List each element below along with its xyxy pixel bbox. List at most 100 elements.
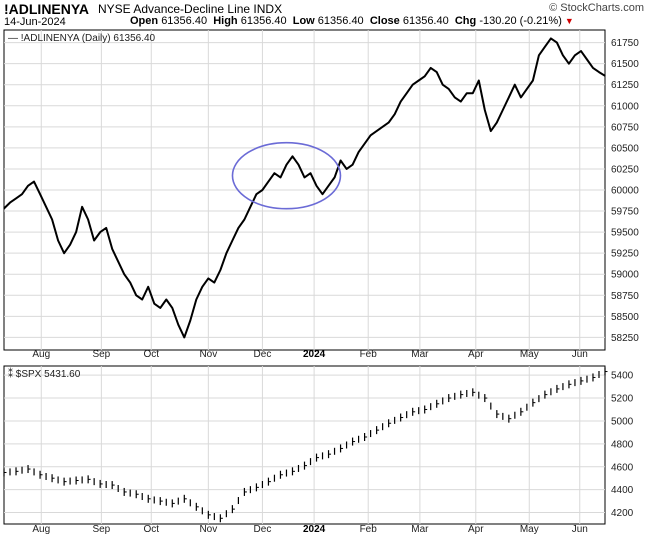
- data-point: [27, 185, 29, 187]
- data-point: [580, 50, 582, 52]
- data-point: [412, 84, 414, 86]
- data-point: [183, 336, 185, 338]
- y-tick-label: 60000: [611, 186, 639, 197]
- x-tick-label: Oct: [143, 524, 159, 535]
- chg-value: -130.20 (-0.21%): [479, 15, 562, 27]
- x-tick-label: 2024: [303, 524, 326, 535]
- data-point: [195, 298, 197, 301]
- data-point: [508, 96, 510, 98]
- data-point: [370, 134, 372, 136]
- low-value: 61356.40: [317, 15, 364, 27]
- data-point: [526, 88, 528, 90]
- data-point: [3, 207, 5, 210]
- x-tick-label: Dec: [254, 524, 272, 535]
- x-tick-label: Dec: [254, 349, 272, 360]
- series-legend: ⁑ $SPX 5431.60: [8, 368, 81, 380]
- chart-date: 14-Jun-2024: [4, 16, 66, 28]
- x-tick-label: Apr: [468, 349, 484, 360]
- data-point: [406, 92, 408, 94]
- y-tick-label: 5000: [611, 416, 634, 427]
- data-point: [327, 185, 330, 187]
- data-point: [105, 227, 107, 229]
- data-point: [99, 231, 101, 233]
- data-point: [111, 248, 113, 250]
- data-point: [177, 324, 179, 326]
- ohlc-readout: Open 61356.40 High 61356.40 Low 61356.40…: [130, 15, 574, 27]
- x-tick-label: Feb: [360, 524, 378, 535]
- symbol-description: NYSE Advance-Decline Line INDX: [98, 2, 283, 16]
- y-tick-label: 4800: [611, 439, 634, 450]
- data-point: [592, 67, 594, 69]
- data-point: [424, 75, 426, 77]
- data-point: [520, 96, 522, 98]
- data-point: [129, 282, 131, 284]
- y-tick-label: 58750: [611, 291, 639, 302]
- data-point: [279, 176, 282, 178]
- data-point: [460, 100, 462, 103]
- high-value: 61356.40: [240, 15, 287, 27]
- data-point: [315, 185, 318, 187]
- data-point: [345, 168, 348, 170]
- data-point: [496, 122, 498, 124]
- x-tick-label: Apr: [468, 524, 484, 535]
- data-point: [484, 109, 486, 111]
- panel-frame: [3, 365, 606, 525]
- x-tick-label: May: [520, 349, 539, 360]
- data-point: [376, 130, 378, 132]
- data-point: [123, 273, 125, 275]
- data-point: [562, 54, 564, 56]
- data-point: [255, 193, 258, 195]
- data-point: [544, 46, 546, 48]
- data-point: [472, 92, 474, 94]
- data-point: [237, 227, 239, 229]
- y-tick-label: 58500: [611, 312, 639, 323]
- x-tick-label: Feb: [360, 349, 378, 360]
- y-tick-label: 59750: [611, 207, 639, 218]
- y-tick-label: 60250: [611, 164, 639, 175]
- data-point: [135, 294, 137, 296]
- data-point: [225, 252, 227, 254]
- y-tick-label: 60500: [611, 143, 639, 154]
- x-tick-label: Jun: [572, 349, 588, 360]
- y-tick-label: 4600: [611, 462, 634, 473]
- data-point: [267, 180, 270, 183]
- low-label: Low: [292, 15, 315, 27]
- data-point: [57, 239, 59, 242]
- annotation-ellipse: [231, 141, 342, 210]
- data-point: [219, 269, 221, 271]
- data-point: [351, 164, 354, 166]
- data-point: [273, 172, 276, 174]
- data-point: [141, 298, 143, 301]
- data-point: [538, 54, 540, 56]
- data-point: [478, 79, 480, 82]
- y-tick-label: 5200: [611, 394, 634, 405]
- data-point: [556, 42, 558, 44]
- y-tick-label: 61250: [611, 80, 639, 91]
- x-tick-label: Jun: [572, 524, 588, 535]
- data-point: [87, 218, 89, 221]
- data-point: [466, 92, 468, 94]
- data-point: [93, 239, 95, 242]
- x-tick-label: Sep: [92, 524, 110, 535]
- y-tick-label: 59500: [611, 228, 639, 239]
- open-value: 61356.40: [161, 15, 208, 27]
- down-triangle-icon: ▼: [564, 16, 574, 26]
- y-tick-label: 59000: [611, 270, 639, 281]
- x-tick-label: Mar: [411, 349, 429, 360]
- data-point: [171, 307, 173, 309]
- brand-label: © StockCharts.com: [549, 2, 644, 14]
- x-tick-label: Nov: [199, 524, 217, 535]
- x-tick-label: Nov: [199, 349, 217, 360]
- x-tick-label: Aug: [32, 349, 50, 360]
- x-tick-label: May: [520, 524, 539, 535]
- data-point: [568, 63, 570, 65]
- data-point: [69, 244, 71, 246]
- data-point: [81, 206, 83, 208]
- data-point: [231, 239, 233, 242]
- high-label: High: [213, 15, 238, 27]
- data-point: [33, 180, 35, 183]
- data-point: [448, 88, 450, 90]
- data-point: [51, 218, 53, 221]
- data-point: [357, 151, 360, 153]
- x-tick-label: 2024: [303, 349, 326, 360]
